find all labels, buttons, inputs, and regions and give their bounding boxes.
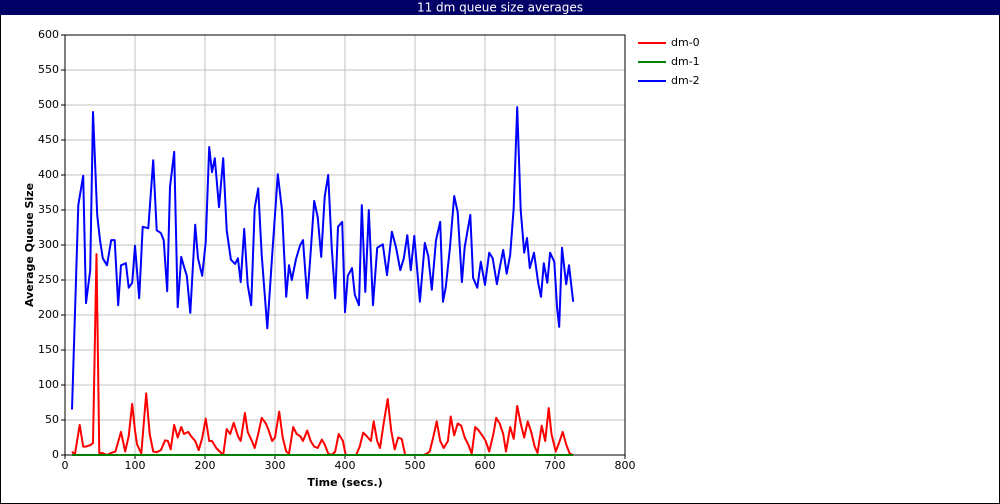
data-line <box>71 253 574 456</box>
y-tick-label: 150 <box>38 343 59 356</box>
y-tick-label: 300 <box>38 238 59 251</box>
legend-label: dm-2 <box>671 74 700 87</box>
y-tick-label: 0 <box>52 448 59 461</box>
legend-label: dm-0 <box>671 36 700 49</box>
x-tick-label: 700 <box>545 459 566 472</box>
y-axis-label: Average Queue Size <box>23 183 36 307</box>
x-tick-label: 500 <box>405 459 426 472</box>
x-tick-label: 600 <box>475 459 496 472</box>
x-tick-label: 100 <box>125 459 146 472</box>
x-tick-label: 0 <box>62 459 69 472</box>
y-tick-label: 500 <box>38 98 59 111</box>
y-tick-label: 50 <box>45 413 59 426</box>
data-line <box>71 106 575 410</box>
y-tick-label: 400 <box>38 168 59 181</box>
y-tick-label: 100 <box>38 378 59 391</box>
x-tick-label: 400 <box>335 459 356 472</box>
y-tick-label: 350 <box>38 203 59 216</box>
x-tick-label: 800 <box>615 459 636 472</box>
y-tick-label: 450 <box>38 133 59 146</box>
title-bar <box>0 0 1000 15</box>
chart-title: 11 dm queue size averages <box>417 1 583 15</box>
y-tick-label: 550 <box>38 63 59 76</box>
y-tick-label: 250 <box>38 273 59 286</box>
x-tick-label: 300 <box>265 459 286 472</box>
x-axis-label: Time (secs.) <box>307 476 382 489</box>
y-tick-label: 600 <box>38 28 59 41</box>
y-tick-label: 200 <box>38 308 59 321</box>
x-tick-label: 200 <box>195 459 216 472</box>
legend-label: dm-1 <box>671 55 700 68</box>
